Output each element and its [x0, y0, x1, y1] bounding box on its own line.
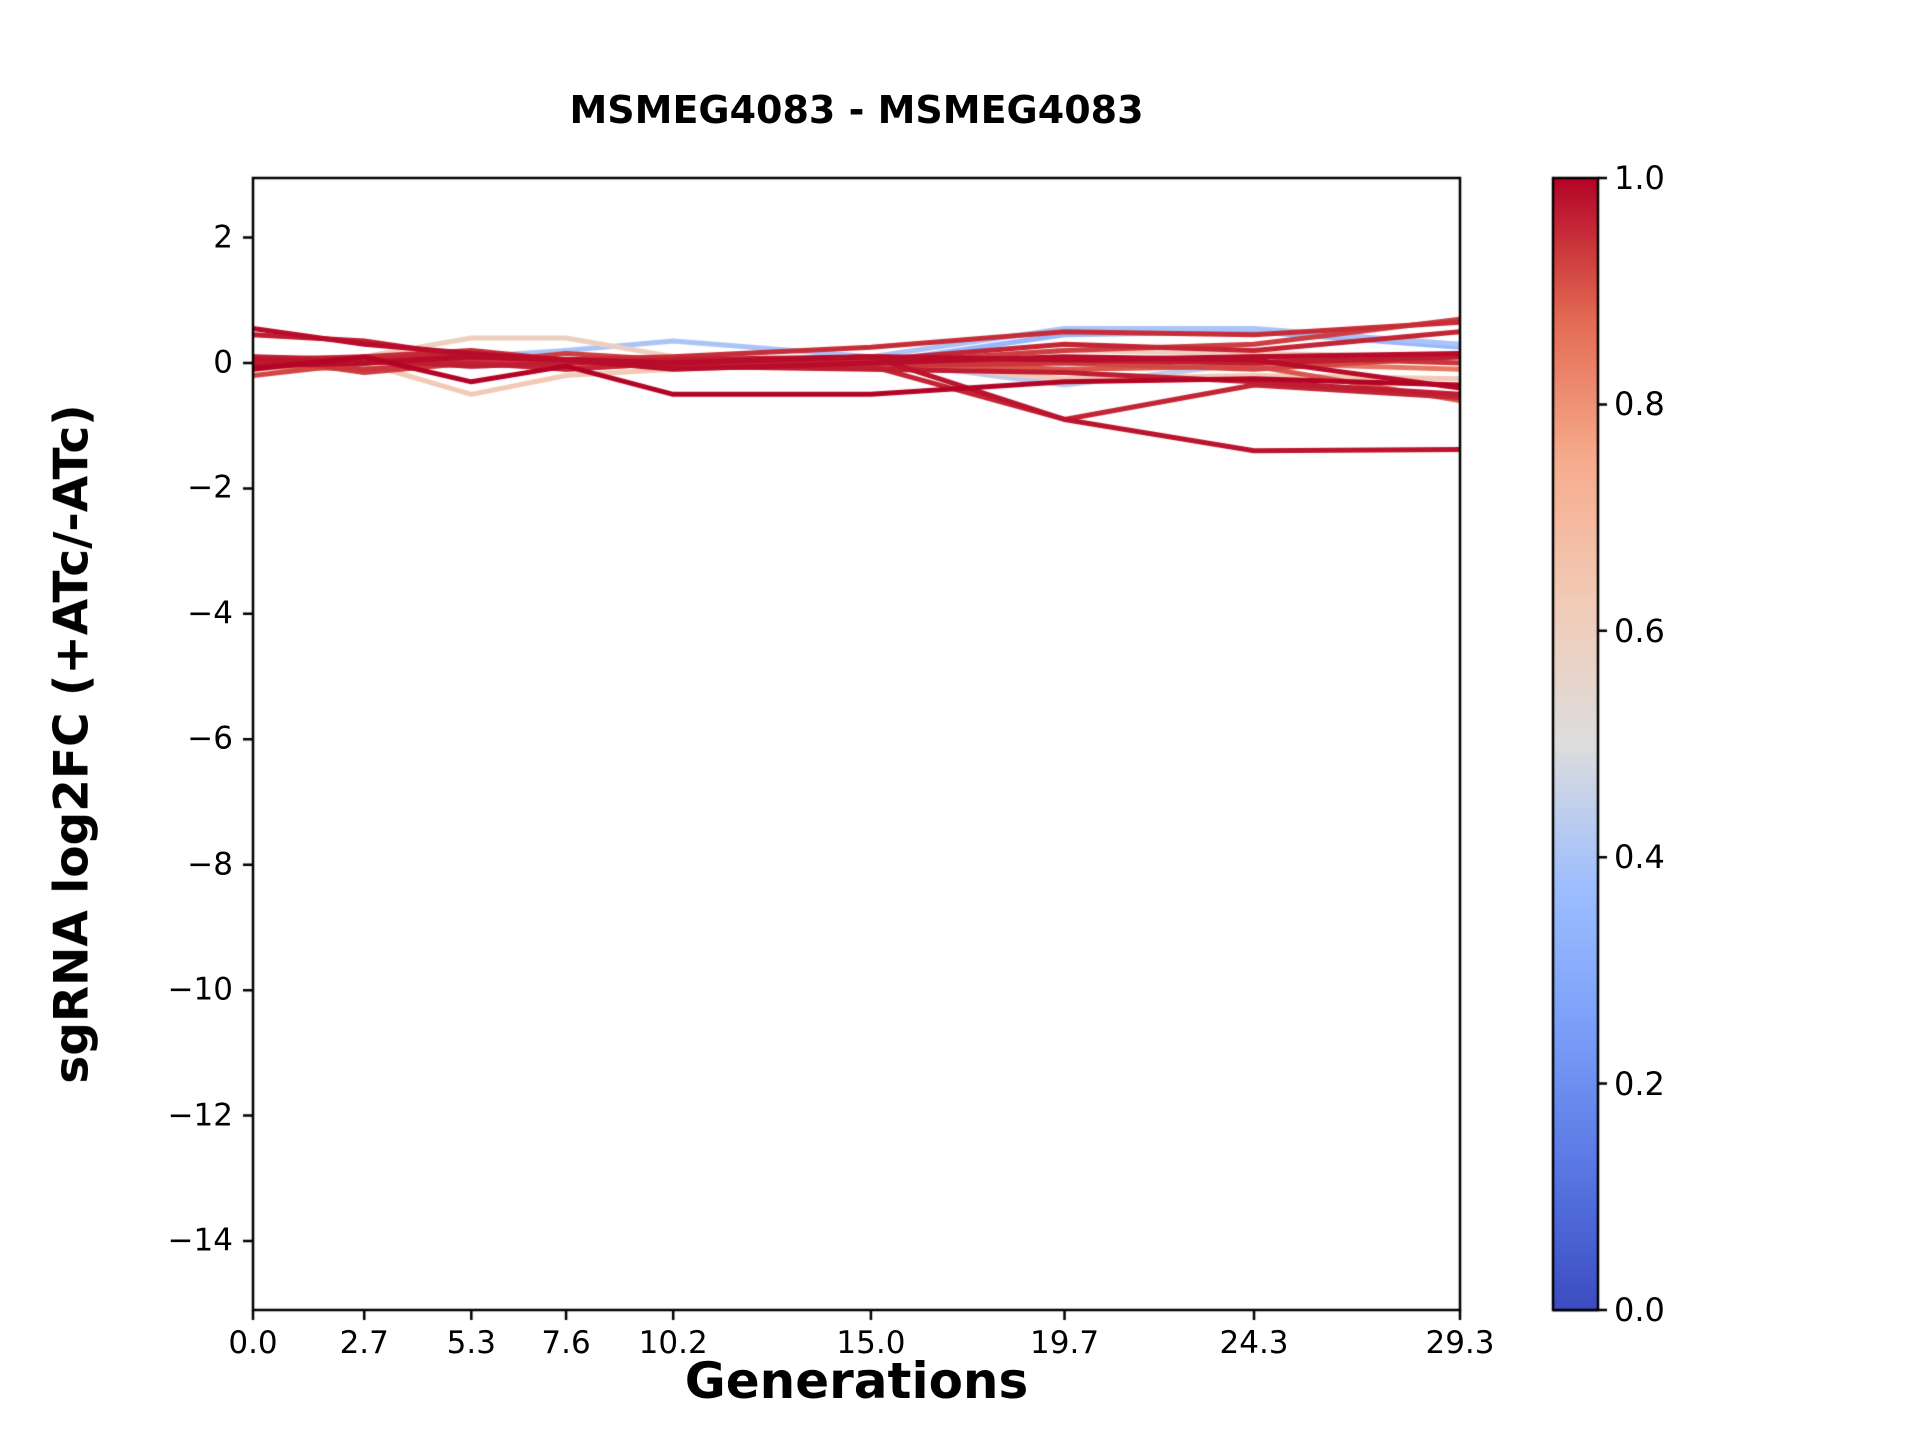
x-tick-label: 2.7 [339, 1325, 389, 1361]
y-tick-label: 0 [213, 344, 233, 381]
x-tick-label: 0.0 [228, 1325, 278, 1361]
colorbar-tick-label: 0.8 [1614, 385, 1665, 424]
y-tick-label: −8 [187, 846, 233, 883]
y-tick-label: −12 [167, 1097, 233, 1134]
y-tick-label: −10 [167, 971, 233, 1008]
x-tick-label: 24.3 [1219, 1325, 1289, 1361]
colorbar-tick-label: 0.0 [1614, 1291, 1665, 1329]
colorbar-tick-label: 0.2 [1614, 1064, 1665, 1103]
x-tick-label: 15.0 [836, 1325, 906, 1361]
x-tick-label: 29.3 [1425, 1325, 1495, 1361]
y-tick-label: −4 [187, 595, 233, 632]
colorbar-tick-label: 0.6 [1614, 611, 1665, 650]
x-tick-label: 7.6 [541, 1325, 591, 1361]
y-axis-label: sgRNA log2FC (+ATc/-ATc) [44, 404, 100, 1084]
x-axis-label: Generations [684, 1352, 1029, 1410]
colorbar-tick-label: 0.4 [1614, 838, 1665, 877]
x-tick-label: 5.3 [446, 1325, 496, 1361]
y-tick-label: −2 [187, 469, 233, 506]
y-tick-label: −6 [187, 720, 233, 757]
x-tick-label: 10.2 [638, 1325, 708, 1361]
colorbar-tick-label: 1.0 [1614, 159, 1665, 197]
x-tick-label: 19.7 [1030, 1325, 1100, 1361]
chart-title: MSMEG4083 - MSMEG4083 [569, 88, 1144, 132]
y-tick-label: −14 [167, 1222, 233, 1259]
y-tick-label: 2 [213, 219, 233, 256]
